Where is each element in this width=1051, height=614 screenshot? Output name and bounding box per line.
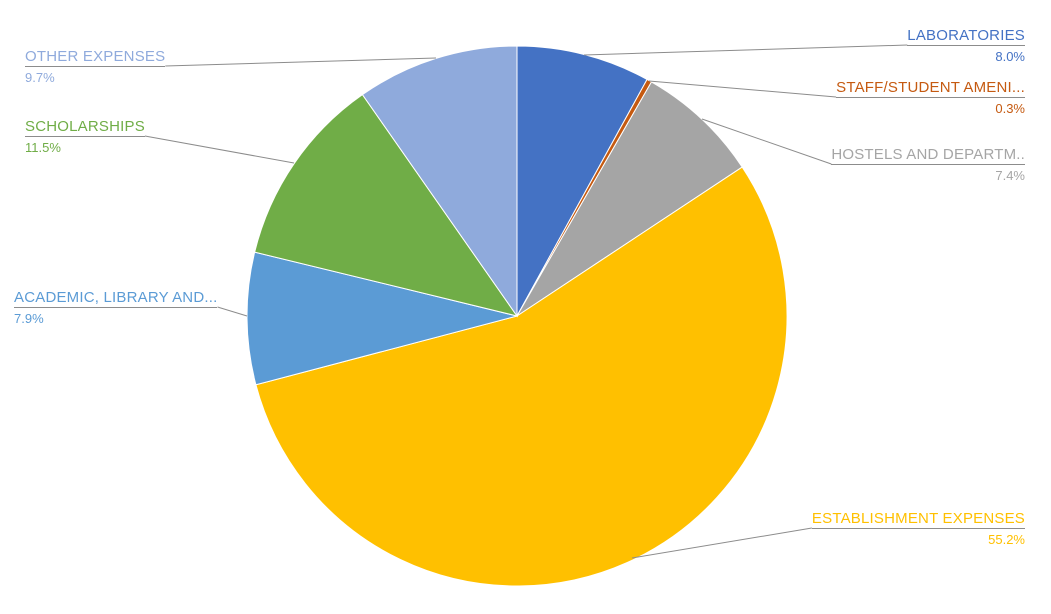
slice-label: ACADEMIC, LIBRARY AND... [14, 289, 218, 308]
leader-line-1 [648, 80, 837, 98]
slice-label: HOSTELS AND DEPARTM.. [831, 146, 1025, 165]
slice-percent: 55.2% [988, 532, 1025, 547]
leader-line-6 [165, 57, 437, 67]
leader-line-3 [631, 527, 812, 559]
slice-label: STAFF/STUDENT AMENI... [836, 79, 1025, 98]
pie-slice-6 [361, 45, 518, 318]
slice-percent: 7.9% [14, 311, 44, 326]
slice-percent: 11.5% [25, 140, 61, 155]
leader-line-2 [701, 118, 832, 165]
slice-percent: 7.4% [995, 168, 1025, 183]
pie-slices [246, 45, 788, 587]
slice-percent: 0.3% [995, 101, 1025, 116]
leader-line-5 [144, 135, 295, 164]
leader-line-0 [583, 44, 908, 56]
slice-percent: 9.7% [25, 70, 55, 85]
label-hostels-and-departments: HOSTELS AND DEPARTM.. 7.4% [831, 146, 1025, 183]
slice-label: LABORATORIES [907, 27, 1025, 46]
pie-slice-0 [516, 45, 648, 317]
slice-label: OTHER EXPENSES [25, 48, 166, 67]
pie-slice-4 [246, 251, 518, 386]
label-other-expenses: OTHER EXPENSES 9.7% [25, 48, 166, 85]
pie-slice-2 [516, 81, 743, 317]
pie-slice-5 [254, 93, 519, 317]
slice-label: ESTABLISHMENT EXPENSES [811, 510, 1025, 529]
slice-label: SCHOLARSHIPS [25, 118, 145, 137]
label-academic-library: ACADEMIC, LIBRARY AND... 7.9% [14, 289, 218, 326]
pie-slice-3 [255, 166, 788, 587]
label-establishment-expenses: ESTABLISHMENT EXPENSES 55.2% [811, 510, 1025, 547]
label-staff-student-amenities: STAFF/STUDENT AMENI... 0.3% [836, 79, 1025, 116]
slice-percent: 8.0% [995, 49, 1025, 64]
label-laboratories: LABORATORIES 8.0% [907, 27, 1025, 64]
leader-lines [144, 44, 908, 559]
leader-line-4 [217, 306, 248, 317]
label-scholarships: SCHOLARSHIPS 11.5% [25, 118, 145, 155]
